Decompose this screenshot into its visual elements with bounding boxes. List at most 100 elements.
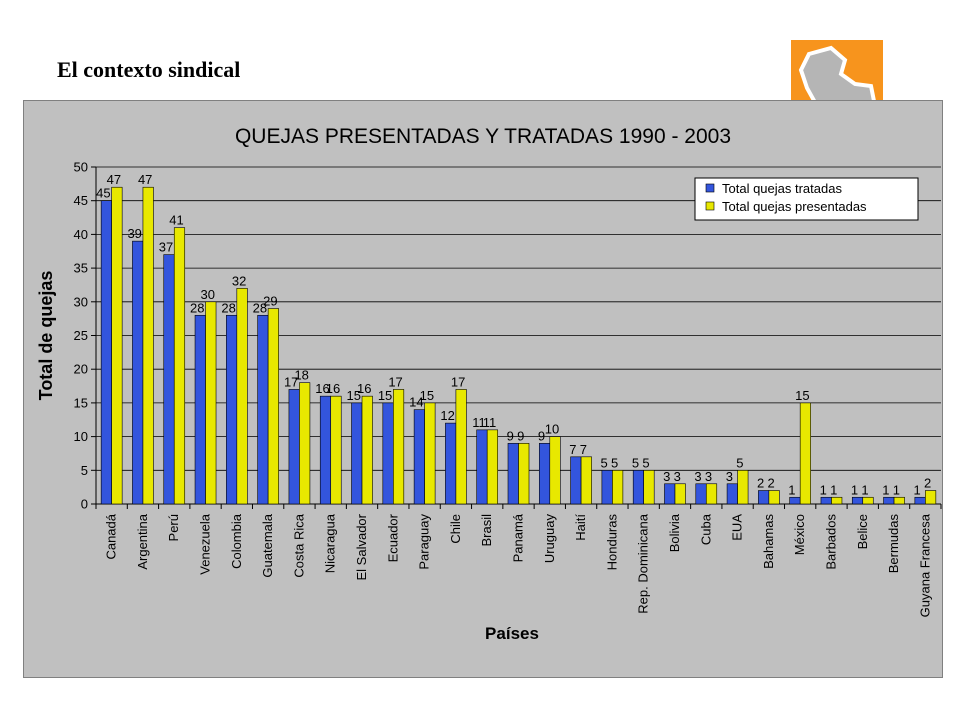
- bar-presentadas: [424, 402, 436, 505]
- x-category-label: Rep. Dominicana: [636, 513, 651, 613]
- x-category-label: Venezuela: [198, 513, 213, 574]
- bar-presentadas: [643, 469, 655, 505]
- data-label-tratadas: 3: [726, 469, 733, 484]
- bar-tratadas: [851, 496, 864, 505]
- legend-label: Total quejas presentadas: [722, 199, 867, 214]
- x-category-label: Brasil: [479, 514, 494, 547]
- data-label-presentadas: 17: [451, 374, 465, 389]
- bar-tratadas: [319, 395, 332, 505]
- bar-tratadas: [883, 496, 895, 505]
- bar-presentadas: [393, 389, 405, 505]
- data-label-tratadas: 28: [253, 300, 267, 315]
- x-category-label: Perú: [166, 514, 181, 541]
- data-label-presentadas: 30: [201, 287, 215, 302]
- bar-presentadas: [173, 227, 186, 505]
- x-category-label: Uruguay: [542, 514, 557, 564]
- data-label-tratadas: 15: [347, 388, 361, 403]
- data-label-presentadas: 29: [263, 294, 277, 309]
- bar-chart: QUEJAS PRESENTADAS Y TRATADAS 1990 - 200…: [36, 125, 942, 643]
- x-category-label: Chile: [448, 514, 463, 544]
- data-label-presentadas: 1: [893, 482, 900, 497]
- data-label-presentadas: 1: [861, 482, 868, 497]
- x-category-label: Haití: [573, 514, 588, 541]
- y-tick-label: 20: [74, 362, 88, 377]
- data-label-tratadas: 28: [190, 300, 204, 315]
- x-category-label: Costa Rica: [291, 513, 306, 577]
- bar-tratadas: [507, 443, 519, 505]
- data-label-tratadas: 12: [440, 408, 454, 423]
- x-category-label: Bermudas: [886, 514, 901, 574]
- data-label-tratadas: 1: [913, 482, 920, 497]
- x-category-label: EUA: [730, 514, 745, 541]
- data-label-tratadas: 1: [882, 482, 889, 497]
- bar-tratadas: [194, 314, 206, 505]
- bar-tratadas: [632, 469, 644, 505]
- y-tick-label: 50: [74, 160, 88, 175]
- x-category-label: Nicaragua: [323, 513, 338, 573]
- bar-tratadas: [351, 402, 363, 505]
- legend: Total quejas tratadas Total quejas presen…: [694, 177, 919, 221]
- x-category-label: Barbados: [823, 514, 838, 570]
- data-label-presentadas: 15: [420, 388, 434, 403]
- x-category-label: Guatemala: [260, 513, 275, 577]
- x-category-label: Ecuador: [385, 513, 400, 562]
- data-label-presentadas: 18: [294, 368, 308, 383]
- x-axis-label: Países: [485, 624, 539, 643]
- data-label-tratadas: 17: [284, 374, 298, 389]
- bar-presentadas: [580, 456, 592, 505]
- x-category-label: Panamá: [511, 513, 526, 562]
- data-label-presentadas: 47: [107, 172, 121, 187]
- y-tick-label: 0: [81, 497, 88, 512]
- bar-presentadas: [768, 490, 780, 505]
- y-tick-label: 25: [74, 328, 88, 343]
- data-label-presentadas: 2: [768, 476, 775, 491]
- legend-label: Total quejas tratadas: [722, 181, 842, 196]
- x-category-label: El Salvador: [354, 513, 369, 580]
- data-label-presentadas: 16: [326, 381, 340, 396]
- bar-tratadas: [413, 409, 425, 505]
- data-label-presentadas: 15: [795, 388, 809, 403]
- data-label-presentadas: 3: [674, 469, 681, 484]
- bar-presentadas: [831, 496, 843, 505]
- x-category-label: Bolivia: [667, 513, 682, 552]
- data-label-tratadas: 37: [159, 240, 173, 255]
- bar-presentadas: [549, 436, 561, 505]
- x-category-label: Guyana Francesa: [917, 513, 932, 617]
- data-label-tratadas: 5: [632, 455, 639, 470]
- legend-swatch: [705, 183, 715, 193]
- data-label-tratadas: 2: [757, 476, 764, 491]
- bar-presentadas: [299, 382, 311, 505]
- slide-title: El contexto sindical: [57, 57, 241, 82]
- data-label-tratadas: 45: [96, 186, 110, 201]
- data-label-tratadas: 39: [127, 226, 141, 241]
- y-tick-label: 15: [74, 395, 88, 410]
- bar-tratadas: [445, 422, 457, 505]
- data-label-tratadas: 7: [569, 442, 576, 457]
- legend-swatch: [705, 201, 715, 211]
- bar-presentadas: [205, 301, 217, 505]
- bar-tratadas: [476, 429, 488, 505]
- data-label-presentadas: 17: [388, 374, 402, 389]
- data-label-presentadas: 11: [483, 415, 497, 430]
- y-axis-label: Total de quejas: [36, 271, 56, 401]
- bar-tratadas: [382, 402, 394, 505]
- bar-presentadas: [142, 186, 154, 505]
- bar-presentadas: [674, 483, 686, 505]
- bar-presentadas: [925, 490, 937, 505]
- data-label-presentadas: 41: [169, 213, 183, 228]
- y-tick-label: 5: [81, 463, 88, 478]
- x-category-label: Bahamas: [761, 514, 776, 569]
- bar-presentadas: [862, 496, 874, 505]
- bar-tratadas: [789, 496, 801, 505]
- bar-tratadas: [820, 496, 832, 505]
- bar-tratadas: [257, 314, 269, 505]
- legend-box: [694, 177, 919, 221]
- data-label-tratadas: 5: [601, 455, 608, 470]
- x-category-label: Honduras: [604, 514, 619, 571]
- data-label-tratadas: 15: [378, 388, 392, 403]
- bar-presentadas: [705, 483, 718, 505]
- bar-presentadas: [518, 443, 530, 505]
- data-label-presentadas: 32: [232, 273, 246, 288]
- x-category-label: Colombia: [229, 513, 244, 569]
- data-label-tratadas: 1: [820, 482, 827, 497]
